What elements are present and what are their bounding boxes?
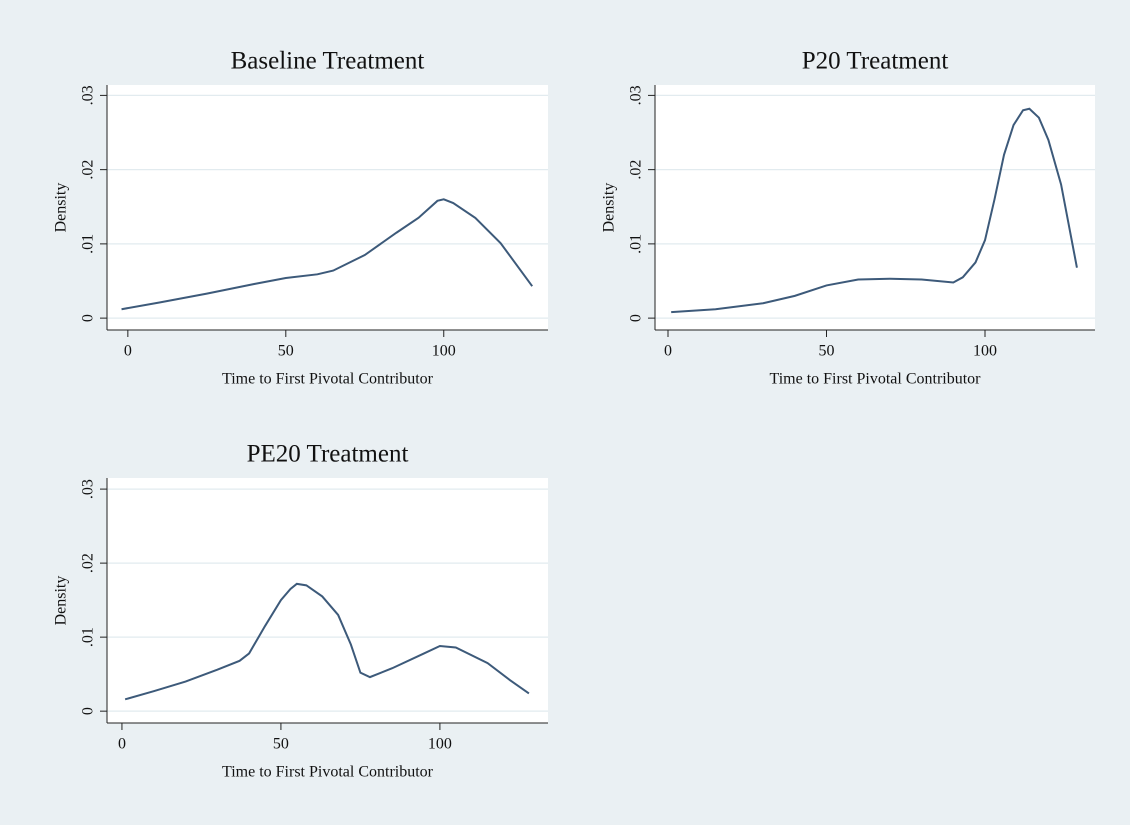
panel-title: PE20 Treatment (247, 441, 409, 468)
y-axis-label: Density (53, 576, 70, 626)
y-tick-label: .03 (80, 479, 97, 499)
density-line (124, 582, 530, 701)
y-tick-label: .01 (80, 234, 97, 254)
x-tick-label: 50 (273, 736, 289, 753)
y-tick-label: 0 (628, 314, 645, 322)
x-axis-label: Time to First Pivotal Contributor (770, 371, 982, 388)
y-axis-label: Density (601, 183, 618, 233)
y-tick-label: .01 (80, 627, 97, 647)
y-tick-label: 0 (80, 314, 97, 322)
x-tick-label: 100 (432, 343, 456, 360)
x-axis-label: Time to First Pivotal Contributor (222, 764, 434, 781)
panel-title: P20 Treatment (802, 48, 949, 75)
y-tick-label: .01 (628, 234, 645, 254)
density-line (671, 107, 1078, 314)
y-tick-label: .02 (80, 553, 97, 573)
x-tick-label: 0 (664, 343, 672, 360)
y-tick-label: 0 (80, 707, 97, 715)
x-tick-label: 100 (973, 343, 997, 360)
x-tick-label: 0 (118, 736, 126, 753)
x-tick-label: 100 (428, 736, 452, 753)
y-tick-label: .03 (80, 85, 97, 105)
x-tick-label: 0 (124, 343, 132, 360)
y-axis-label: Density (53, 183, 70, 233)
y-tick-label: .02 (628, 160, 645, 180)
y-tick-label: .02 (80, 160, 97, 180)
density-line (121, 198, 534, 311)
plot-area (655, 85, 1095, 330)
x-tick-label: 50 (278, 343, 294, 360)
plot-area (107, 85, 548, 330)
y-tick-label: .03 (628, 85, 645, 105)
x-tick-label: 50 (818, 343, 834, 360)
panel-title: Baseline Treatment (231, 48, 425, 75)
x-axis-label: Time to First Pivotal Contributor (222, 371, 434, 388)
